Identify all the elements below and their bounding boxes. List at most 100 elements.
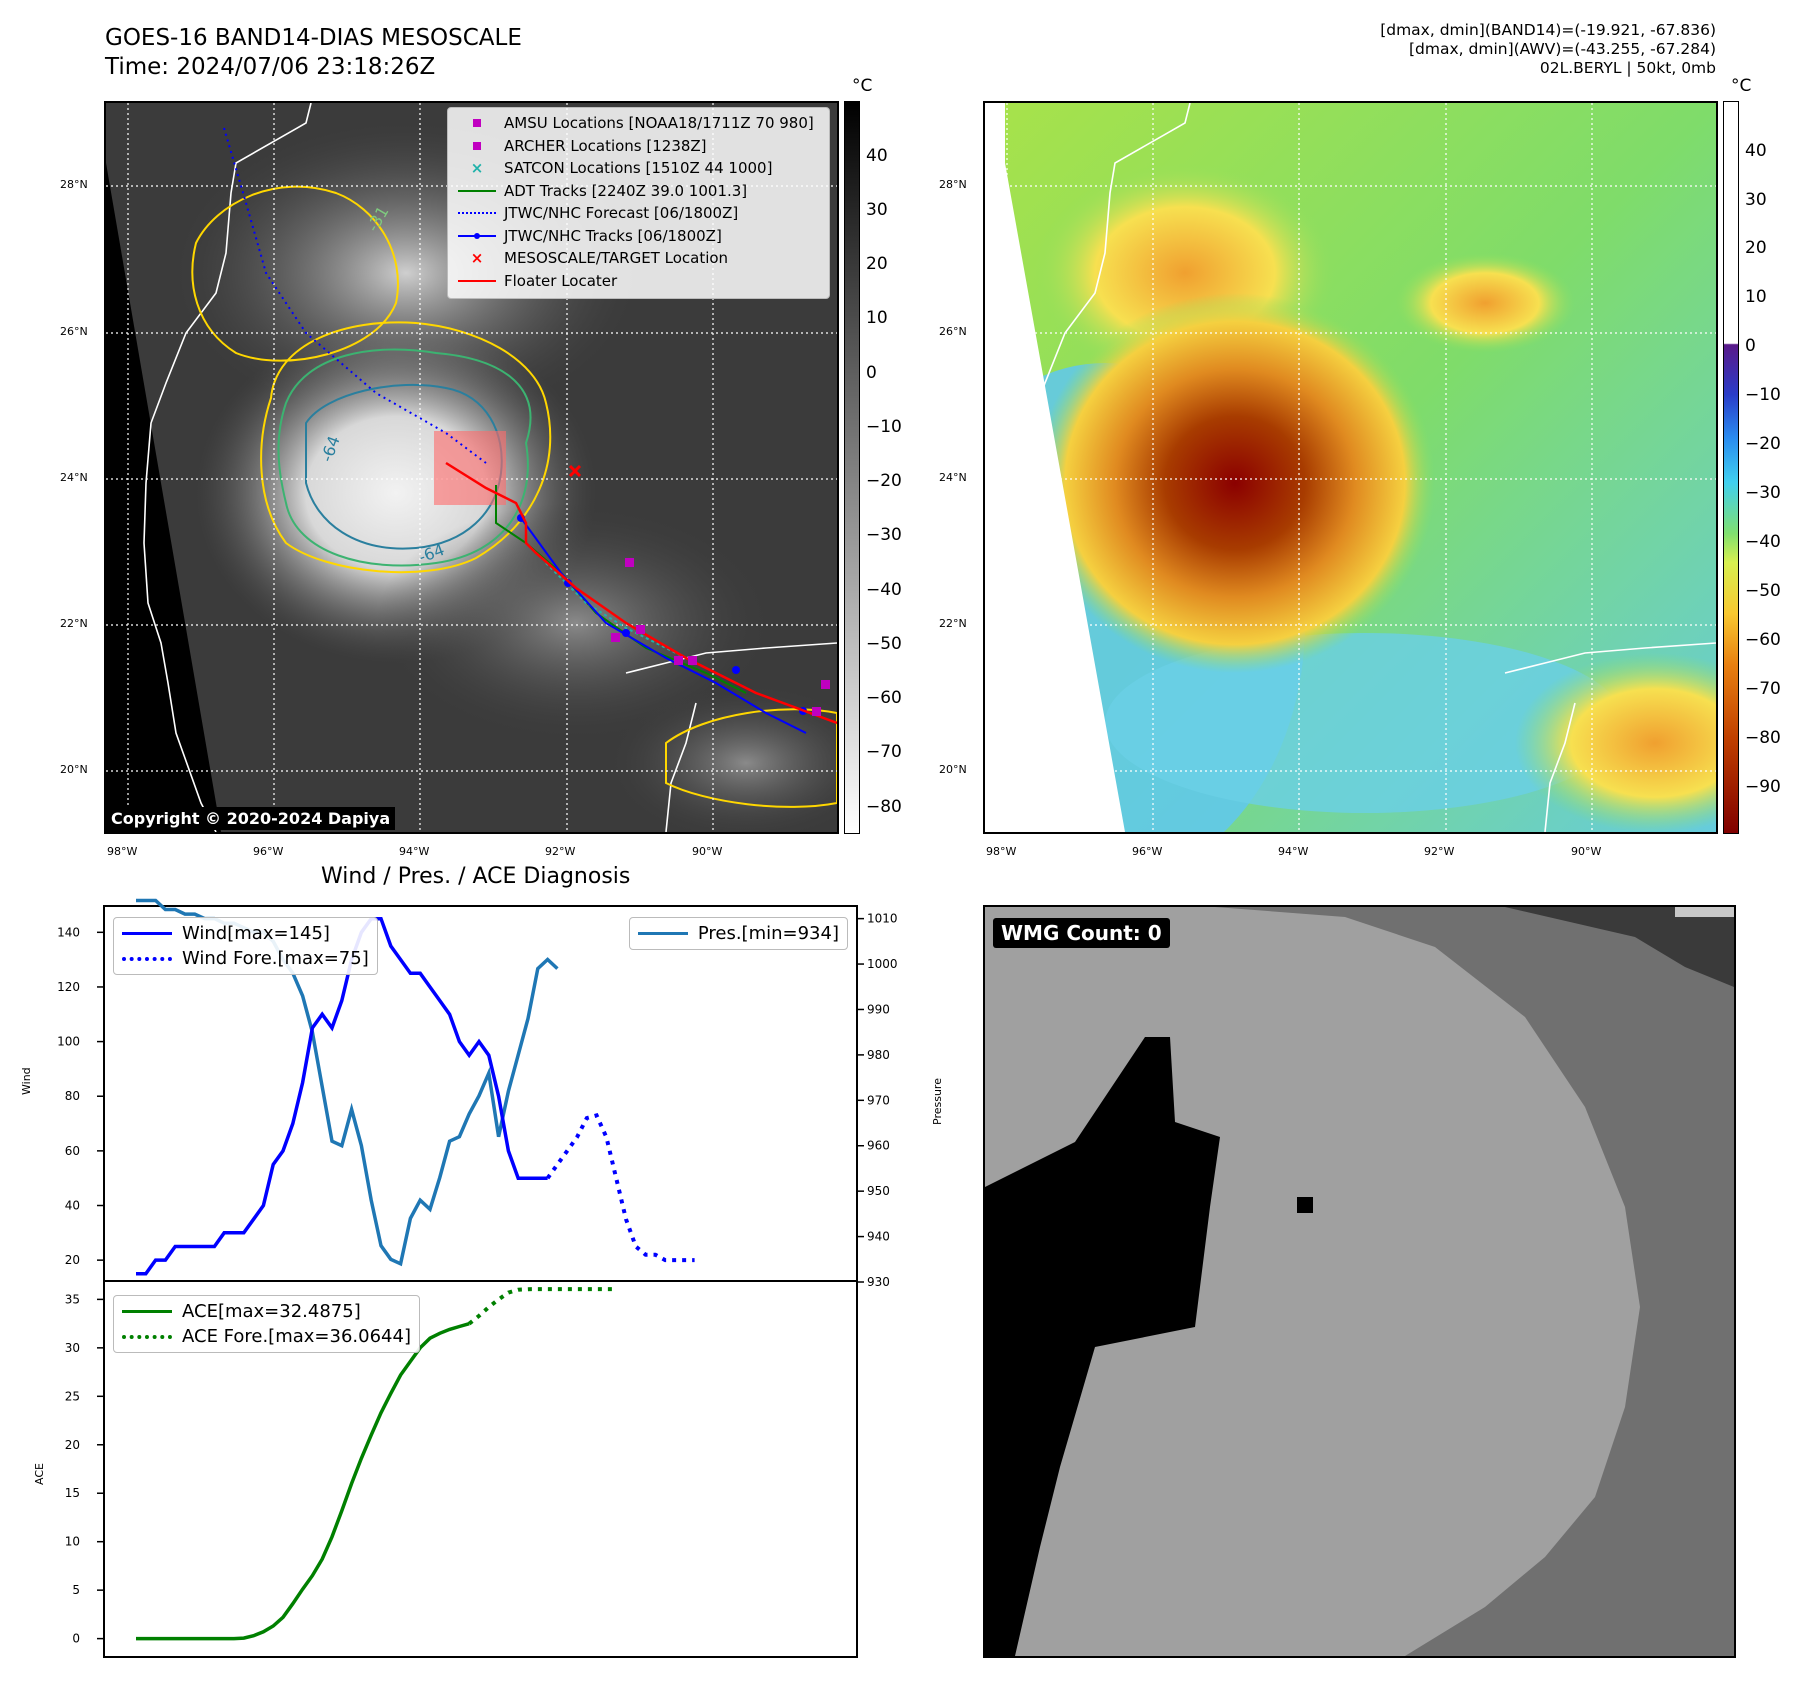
ace-axis-label: ACE (33, 1463, 46, 1485)
awv-cb-tick: −40 (1745, 532, 1781, 552)
ir-lat-label: 28°N (60, 178, 88, 191)
legend-label: JTWC/NHC Forecast [06/1800Z] (504, 204, 739, 222)
axis-tick-label: 950 (867, 1184, 890, 1198)
awv-moist-northeast (1395, 253, 1575, 353)
awv-colorbar (1723, 101, 1739, 834)
awv-cb-tick: −50 (1745, 581, 1781, 601)
ir-cb-tick: −70 (866, 742, 902, 762)
axis-tick-label: 100 (57, 1035, 80, 1049)
ir-no-data-region (106, 163, 221, 832)
solid-line-icon (637, 932, 688, 935)
ir-legend: AMSU Locations [NOAA18/1711Z 70 980] ARC… (447, 107, 830, 299)
axis-tick-label: 35 (65, 1292, 80, 1306)
axis-tick-label: 25 (65, 1389, 80, 1403)
wind-axis-ticks: 140 120 100 80 60 40 20 (57, 925, 103, 1267)
coastline-yucatan (625, 642, 837, 674)
legend-label: ACE Fore.[max=36.0644] (182, 1326, 411, 1347)
awv-cb-tick: 10 (1745, 287, 1767, 307)
awv-cb-tick: 0 (1745, 336, 1756, 356)
legend-wind: Wind[max=145] (122, 921, 369, 946)
awv-cb-tick: −70 (1745, 679, 1781, 699)
legend-label: ADT Tracks [2240Z 39.0 1001.3] (504, 181, 748, 200)
awv-lon-label: 98°W (986, 845, 1017, 858)
ir-cb-tick: −80 (866, 797, 902, 817)
ir-lat-label: 20°N (60, 763, 88, 776)
copyright-notice: Copyright © 2020-2024 Dapiya (106, 807, 396, 830)
ir-cb-tick: 10 (866, 308, 888, 328)
awv-lat-label: 28°N (939, 178, 967, 191)
line-marker-icon (456, 189, 498, 192)
axis-tick-label: 970 (867, 1093, 890, 1107)
legend-satcon: × SATCON Locations [1510Z 44 1000] (456, 157, 821, 180)
ir-lon-label: 90°W (692, 845, 723, 858)
awv-lon-label: 94°W (1278, 845, 1309, 858)
solid-line-icon (122, 1310, 172, 1313)
ir-cb-tick: 30 (866, 200, 888, 220)
axis-tick-label: 120 (57, 980, 80, 994)
figure-time: Time: 2024/07/06 23:18:26Z (105, 54, 436, 80)
legend-label: Floater Locater (504, 271, 618, 290)
legend-ace: ACE[max=32.4875] (122, 1299, 411, 1324)
ir-cb-tick: 40 (866, 146, 888, 166)
legend-pressure: Pres.[min=934] (637, 921, 839, 946)
dotted-line-icon (122, 956, 172, 961)
legend-label: MESOSCALE/TARGET Location (504, 249, 729, 267)
awv-no-data-region (985, 103, 1125, 832)
awv-lon-label: 90°W (1571, 845, 1602, 858)
awv-lat-label: 26°N (939, 325, 967, 338)
coastline-south (665, 702, 697, 832)
awv-cb-tick: 20 (1745, 238, 1767, 258)
legend-jtwc: JTWC/NHC Tracks [06/1800Z] (456, 225, 821, 248)
axis-tick-label: 5 (72, 1583, 80, 1597)
awv-cb-tick: −10 (1745, 385, 1781, 405)
ir-cb-tick: −40 (866, 580, 902, 600)
ir-lon-label: 98°W (107, 845, 138, 858)
legend-archer: ARCHER Locations [1238Z] (456, 135, 821, 158)
diagnosis-title: Wind / Pres. / ACE Diagnosis (321, 864, 631, 889)
info-awv: [dmax, dmin](AWV)=(-43.255, -67.284) (1409, 40, 1716, 58)
wmg-band-light (1675, 907, 1734, 917)
awv-lon-label: 92°W (1424, 845, 1455, 858)
ace-series-line (136, 1322, 470, 1641)
ir-colorbar (844, 101, 860, 834)
wind-legend: Wind[max=145] Wind Fore.[max=75] (113, 917, 378, 975)
pressure-legend: Pres.[min=934] (628, 917, 848, 950)
ir-lat-label: 22°N (60, 617, 88, 630)
awv-cb-tick: 40 (1745, 141, 1767, 161)
legend-label: Wind Fore.[max=75] (182, 948, 369, 969)
ace-chart-frame (103, 1280, 858, 1658)
awv-cb-tick: −60 (1745, 630, 1781, 650)
jtwc-forecast-track (223, 127, 487, 464)
dotted-line-icon (122, 1334, 172, 1339)
mesoscale-target-marker (568, 464, 582, 478)
axis-tick-label: 980 (867, 1048, 890, 1062)
axis-tick-label: 1010 (867, 912, 898, 926)
line-dot-icon (456, 232, 498, 240)
awv-gridlines (985, 103, 1716, 832)
cloud-band (376, 503, 776, 743)
ace-forecast-series-line (467, 1287, 617, 1326)
axis-tick-label: 960 (867, 1139, 890, 1153)
solid-line-icon (122, 932, 172, 935)
legend-label: Wind[max=145] (182, 923, 330, 944)
awv-cb-tick: −30 (1745, 483, 1781, 503)
axis-tick-label: 80 (65, 1089, 80, 1103)
axis-tick-label: 30 (65, 1341, 80, 1355)
axis-tick-label: 60 (65, 1144, 80, 1158)
legend-mesoscale: × MESOSCALE/TARGET Location (456, 247, 821, 270)
legend-label: ACE[max=32.4875] (182, 1301, 361, 1322)
axis-tick-label: 10 (65, 1535, 80, 1549)
wmg-band-dark (1505, 907, 1734, 987)
legend-amsu: AMSU Locations [NOAA18/1711Z 70 980] (456, 112, 821, 135)
square-marker-icon (456, 141, 498, 150)
ir-lon-label: 96°W (253, 845, 284, 858)
wmg-band-mid (1215, 907, 1734, 1656)
legend-label: AMSU Locations [NOAA18/1711Z 70 980] (504, 114, 814, 132)
legend-label: ARCHER Locations [1238Z] (504, 136, 707, 155)
wmg-block (1297, 1197, 1313, 1213)
ir-cb-tick: −60 (866, 688, 902, 708)
legend-ace-fore: ACE Fore.[max=36.0644] (122, 1324, 411, 1349)
axis-tick-label: 20 (65, 1253, 80, 1267)
jtwc-track (520, 517, 807, 734)
archer-amsu-markers (611, 558, 830, 716)
